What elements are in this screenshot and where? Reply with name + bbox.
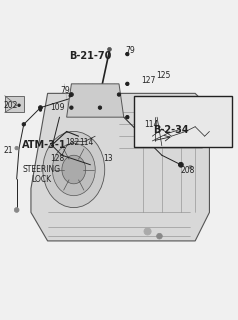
Text: 79: 79 — [61, 86, 70, 95]
Circle shape — [70, 106, 73, 109]
Text: 182: 182 — [65, 138, 80, 147]
Text: 114: 114 — [144, 120, 158, 129]
Circle shape — [69, 94, 71, 97]
Text: 79: 79 — [125, 46, 134, 55]
Circle shape — [39, 106, 42, 109]
Circle shape — [157, 233, 162, 239]
Text: ATM-3-1: ATM-3-1 — [22, 140, 66, 149]
Text: 109: 109 — [50, 103, 64, 112]
Text: 128: 128 — [50, 154, 64, 163]
Circle shape — [126, 82, 129, 85]
Circle shape — [178, 162, 183, 167]
Circle shape — [126, 116, 129, 118]
Circle shape — [126, 52, 129, 56]
Ellipse shape — [62, 155, 86, 184]
Circle shape — [39, 109, 42, 111]
Text: 202: 202 — [4, 101, 18, 110]
Circle shape — [14, 208, 19, 212]
Circle shape — [108, 47, 111, 51]
Circle shape — [144, 228, 151, 235]
Text: STEERING
LOCK: STEERING LOCK — [23, 164, 61, 184]
Bar — [5, 96, 24, 112]
Circle shape — [189, 165, 192, 169]
Polygon shape — [31, 93, 209, 241]
Circle shape — [98, 106, 102, 109]
Circle shape — [22, 123, 25, 126]
Circle shape — [69, 93, 73, 96]
Text: 21: 21 — [4, 146, 13, 155]
Circle shape — [126, 53, 129, 55]
Text: 208: 208 — [181, 166, 195, 175]
Text: B-2-34: B-2-34 — [154, 125, 189, 135]
Text: 114: 114 — [80, 138, 94, 147]
Bar — [134, 96, 232, 147]
Text: 13: 13 — [104, 154, 113, 163]
Circle shape — [126, 83, 129, 85]
Circle shape — [117, 93, 121, 96]
Ellipse shape — [52, 143, 95, 196]
Text: 127: 127 — [142, 76, 156, 85]
Ellipse shape — [43, 132, 105, 208]
Circle shape — [18, 104, 20, 107]
Circle shape — [126, 116, 129, 119]
Circle shape — [15, 147, 18, 150]
Text: 125: 125 — [156, 71, 170, 80]
Polygon shape — [67, 84, 124, 117]
Text: B-21-70: B-21-70 — [69, 52, 112, 61]
